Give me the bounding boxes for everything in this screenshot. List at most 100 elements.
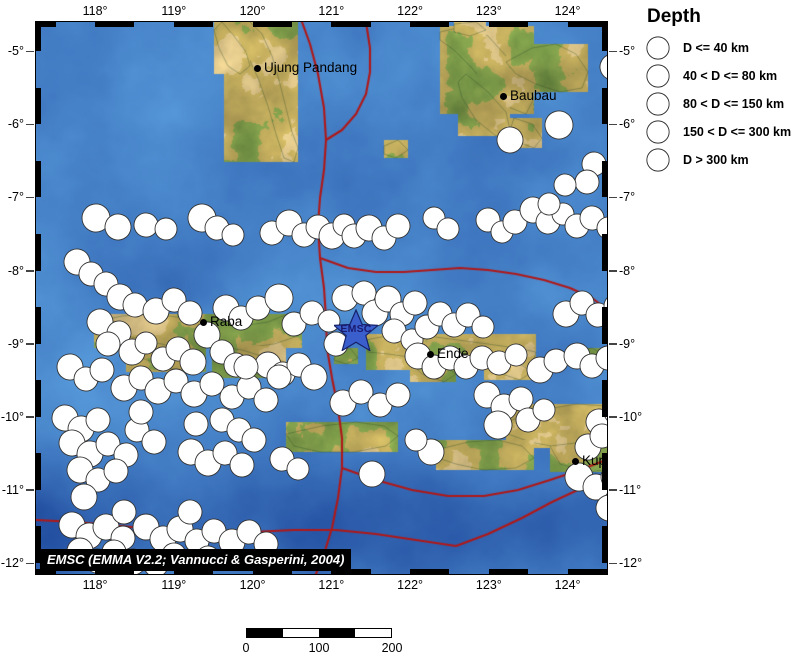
focal-mechanism-beachball[interactable] bbox=[203, 431, 276, 505]
legend-title: Depth bbox=[647, 6, 701, 27]
focal-mechanism-beachball[interactable] bbox=[365, 186, 428, 257]
axis-tick-leader bbox=[609, 416, 617, 418]
focal-mechanism-beachball[interactable] bbox=[83, 473, 157, 546]
scale-bar-tick-label: 0 bbox=[242, 641, 250, 655]
focal-mechanism-beachball[interactable] bbox=[76, 344, 127, 407]
focal-mechanism-beachball[interactable] bbox=[45, 346, 119, 417]
focal-mechanism-beachball[interactable] bbox=[80, 445, 143, 496]
axis-tick-leader bbox=[26, 196, 34, 199]
focal-mechanism-beachball[interactable] bbox=[157, 481, 220, 552]
axis-tick-label-lon: 120° bbox=[239, 4, 266, 18]
map-frame-bottom bbox=[36, 569, 607, 574]
focal-mechanism-beachball[interactable] bbox=[474, 107, 542, 184]
focal-mechanism-beachball[interactable] bbox=[478, 321, 546, 384]
focal-mechanism-beachball[interactable] bbox=[149, 282, 222, 348]
beachball-icon bbox=[645, 147, 671, 173]
emsc-epicenter-star[interactable]: EMSC bbox=[332, 308, 380, 352]
axis-tick-label-lon: 121° bbox=[318, 4, 345, 18]
focal-mechanism-beachball[interactable] bbox=[506, 380, 574, 445]
focal-mechanism-beachball[interactable] bbox=[145, 206, 187, 260]
focal-mechanism-beachball[interactable] bbox=[40, 461, 121, 540]
axis-tick-leader bbox=[609, 196, 617, 199]
axis-tick-label-lon: 123° bbox=[475, 4, 502, 18]
legend-row: 40 < D <= 80 km bbox=[645, 62, 797, 90]
focal-mechanism-beachball[interactable] bbox=[457, 388, 534, 473]
focal-mechanism-beachball[interactable] bbox=[216, 399, 287, 473]
focal-mechanism-beachball[interactable] bbox=[149, 326, 230, 405]
city-label: Ujung Pandang bbox=[264, 60, 358, 75]
focal-mechanism-beachball[interactable] bbox=[410, 195, 478, 258]
axis-tick-label-lat: -9° bbox=[619, 336, 636, 351]
focal-mechanism-layer bbox=[40, 32, 607, 574]
axis-tick-leader bbox=[26, 123, 34, 126]
focal-mechanism-beachball[interactable] bbox=[379, 409, 447, 477]
focal-mechanism-beachball[interactable] bbox=[570, 193, 607, 258]
focal-mechanism-beachball[interactable] bbox=[181, 354, 240, 423]
focal-mechanism-beachball[interactable] bbox=[374, 271, 448, 340]
axis-tick-label-lon: 119° bbox=[161, 578, 187, 592]
focal-mechanism-beachball[interactable] bbox=[113, 319, 170, 365]
axis-tick-leader bbox=[26, 489, 34, 491]
axis-tick-label-lat: -5° bbox=[619, 44, 636, 59]
focal-mechanism-beachball[interactable] bbox=[205, 332, 278, 398]
axis-tick-leader bbox=[609, 562, 617, 565]
focal-mechanism-beachball[interactable] bbox=[115, 414, 184, 473]
map-viewport[interactable]: Ujung Pandang Baubau Raba Ende Kupang EMSC E… bbox=[36, 22, 607, 574]
focal-mechanism-beachball[interactable] bbox=[569, 396, 607, 467]
city-label: Ende bbox=[437, 346, 469, 361]
focal-mechanism-beachball[interactable] bbox=[233, 259, 318, 346]
focal-mechanism-beachball[interactable] bbox=[344, 435, 399, 503]
scale-bar: 0 100 200 bbox=[242, 628, 402, 655]
axis-tick-label-lat: -8° bbox=[619, 263, 636, 278]
focal-mechanism-beachball[interactable] bbox=[198, 211, 258, 262]
focal-mechanism-beachball[interactable] bbox=[253, 341, 304, 404]
focal-mechanism-beachball[interactable] bbox=[100, 379, 174, 450]
city-dot-icon bbox=[254, 65, 261, 72]
axis-tick-label-lon: 120° bbox=[239, 578, 266, 592]
focal-mechanism-beachball[interactable] bbox=[278, 334, 346, 411]
focal-mechanism-beachball[interactable] bbox=[260, 301, 319, 347]
focal-mechanism-beachball[interactable] bbox=[362, 369, 425, 420]
focal-mechanism-beachball[interactable] bbox=[264, 439, 327, 507]
axis-tick-label-lon: 123° bbox=[475, 578, 502, 592]
focal-mechanism-beachball[interactable] bbox=[582, 283, 607, 329]
depth-legend: Depth D <= 40 km 40 < D <= 80 km 80 < D <=… bbox=[645, 6, 797, 174]
focal-mechanism-beachball[interactable] bbox=[211, 505, 277, 560]
axis-tick-label-lat: -12° bbox=[619, 556, 643, 571]
focal-mechanism-beachball[interactable] bbox=[579, 454, 607, 500]
map-panel[interactable]: Ujung Pandang Baubau Raba Ende Kupang EMSC E… bbox=[35, 21, 608, 575]
axis-tick-label-lon: 118° bbox=[82, 4, 108, 18]
focal-mechanism-beachball[interactable] bbox=[392, 425, 460, 480]
focal-mechanism-beachball[interactable] bbox=[521, 88, 607, 168]
focal-mechanism-beachball[interactable] bbox=[60, 379, 131, 453]
focal-mechanism-beachball[interactable] bbox=[570, 317, 607, 391]
focal-mechanism-beachball[interactable] bbox=[547, 148, 607, 222]
axis-tick-label-lat: -6° bbox=[619, 117, 636, 132]
axis-tick-leader bbox=[26, 270, 34, 272]
focal-mechanism-beachball[interactable] bbox=[573, 32, 607, 112]
focal-mechanism-beachball[interactable] bbox=[227, 366, 300, 440]
scale-bar-segment bbox=[319, 629, 355, 637]
legend-label: 80 < D <= 150 km bbox=[683, 97, 785, 111]
legend-row: 150 < D <= 300 km bbox=[645, 118, 797, 146]
beachball-icon bbox=[645, 91, 671, 117]
axis-tick-leader bbox=[26, 343, 34, 345]
axis-tick-label-lon: 122° bbox=[397, 578, 424, 592]
focal-mechanism-beachball[interactable] bbox=[571, 464, 607, 543]
legend-row: 80 < D <= 150 km bbox=[645, 90, 797, 118]
focal-mechanism-beachball[interactable] bbox=[160, 399, 223, 450]
map-frame-right bbox=[602, 22, 607, 574]
focal-mechanism-beachball[interactable] bbox=[69, 310, 142, 384]
focal-mechanism-beachball[interactable] bbox=[512, 177, 577, 235]
city-dot-icon bbox=[572, 458, 579, 465]
scale-bar-segment bbox=[355, 629, 391, 637]
focal-mechanism-beachball[interactable] bbox=[105, 192, 179, 263]
axis-tick-label-lon: 124° bbox=[554, 578, 581, 592]
focal-mechanism-beachball[interactable] bbox=[539, 159, 590, 219]
legend-label: D <= 40 km bbox=[683, 41, 750, 55]
legend-label: 150 < D <= 300 km bbox=[683, 125, 792, 139]
axis-tick-leader bbox=[26, 562, 34, 565]
focal-mechanism-beachball[interactable] bbox=[450, 303, 507, 349]
focal-mechanism-beachball[interactable] bbox=[75, 191, 152, 259]
